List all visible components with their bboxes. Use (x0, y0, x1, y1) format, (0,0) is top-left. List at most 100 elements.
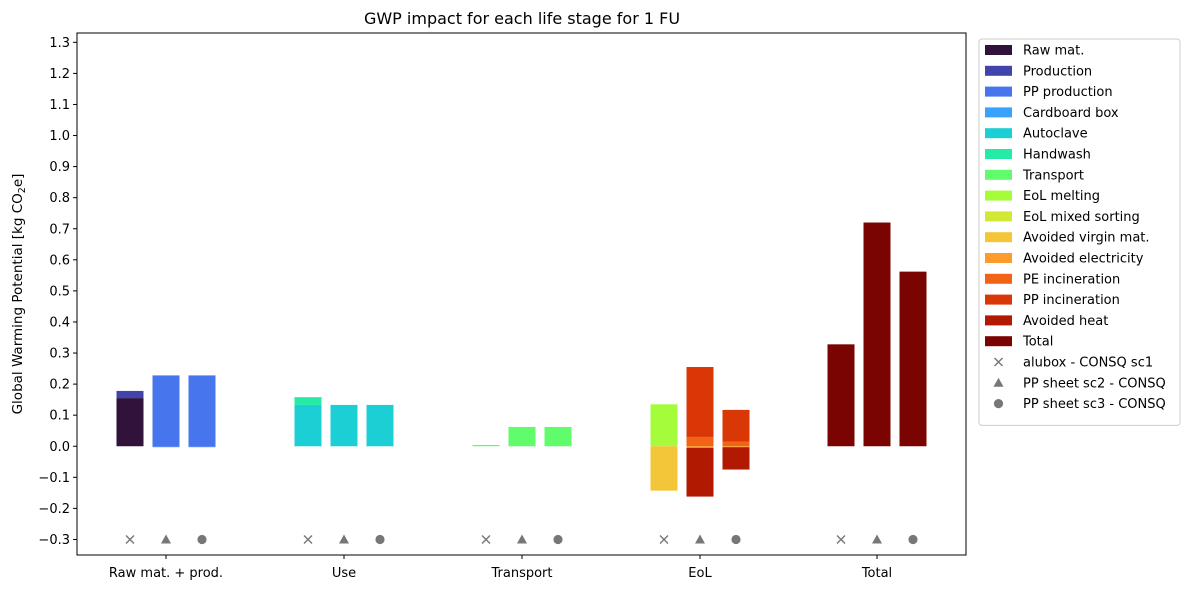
y-tick-label: 1.0 (49, 129, 70, 144)
bar-segment-pp-incineration (686, 367, 714, 437)
legend-swatch (985, 190, 1012, 201)
marker-x (303, 534, 313, 544)
bar-segment-autoclave (294, 404, 322, 447)
bar-segment-avoided-electricity (722, 446, 750, 448)
legend-swatch (985, 65, 1012, 76)
y-axis-label-subscript: 2 (17, 187, 28, 193)
legend-label: alubox - CONSQ sc1 (1023, 356, 1153, 371)
bar-segment-pp-production (188, 446, 216, 448)
legend-label: PE incineration (1023, 272, 1120, 287)
marker-circle (993, 399, 1004, 409)
bar-segment-autoclave (366, 404, 394, 447)
bar-segment-pp-production (188, 375, 216, 447)
bar-segment-total (899, 271, 927, 447)
marker-circle (908, 534, 918, 545)
legend-swatch (985, 232, 1012, 243)
y-tick-label: −0.2 (38, 502, 70, 517)
legend-swatch (985, 336, 1012, 347)
x-tick-label: Use (332, 566, 356, 581)
y-tick-label: 0.2 (49, 378, 70, 393)
y-tick-label: 0.3 (49, 347, 70, 362)
y-tick-label: 1.1 (49, 98, 70, 113)
x-tick-label: Raw mat. + prod. (109, 566, 223, 581)
marker-triangle (993, 377, 1004, 387)
legend-label: PP sheet sc2 - CONSQ (1023, 376, 1166, 391)
bar-segment-avoided-electricity (686, 446, 714, 448)
bar-segment-autoclave (330, 404, 358, 447)
marker-x (125, 534, 135, 544)
marker-x (659, 534, 669, 544)
legend-swatch (985, 294, 1012, 305)
marker-triangle (161, 534, 171, 544)
legend-swatch (985, 45, 1012, 55)
y-tick-label: 0.9 (49, 160, 70, 175)
legend-box (978, 38, 1181, 426)
y-tick-label: −0.1 (38, 471, 70, 486)
marker-triangle (872, 534, 882, 544)
y-tick-label: 0.5 (49, 284, 70, 299)
bar-segment-handwash (294, 397, 322, 405)
x-tick-label: Transport (490, 566, 552, 581)
legend-label: Autoclave (1023, 127, 1088, 142)
marker-circle (375, 534, 385, 545)
legend-label: Production (1023, 64, 1092, 79)
legend-label: Total (1022, 335, 1053, 350)
bar-segment-raw-mat (116, 398, 144, 447)
y-tick-label: −0.3 (38, 533, 70, 548)
x-tick-label: Total (861, 566, 892, 581)
legend-label: Avoided virgin mat. (1023, 231, 1150, 246)
marker-x (481, 534, 491, 544)
legend-swatch (985, 253, 1012, 263)
legend-label: Avoided electricity (1023, 252, 1144, 267)
bar-segment-pp-production (152, 375, 180, 447)
marker-circle (731, 534, 741, 545)
marker-x (836, 534, 846, 544)
legend-swatch (985, 273, 1012, 284)
legend-label: EoL mixed sorting (1023, 210, 1140, 225)
y-tick-label: 0.7 (49, 222, 70, 237)
legend-label: Transport (1022, 168, 1084, 183)
bar-segment-transport (472, 445, 500, 447)
bar-segment-pe-incineration (722, 441, 750, 447)
bar-segment-total (863, 222, 891, 447)
y-axis-label-end: e] (10, 174, 26, 188)
y-axis: −0.3 −0.2 −0.1 0.0 0.1 0.2 0.3 0.4 0.5 0.6 0.7 0.8 0… (38, 36, 77, 548)
legend-label: Handwash (1023, 148, 1091, 163)
y-tick-label: 0.4 (49, 315, 70, 330)
marker-x (994, 357, 1003, 367)
legend-label: PP incineration (1023, 293, 1120, 308)
bar-segment-pp-production (152, 446, 180, 448)
legend-label: PP production (1023, 85, 1113, 100)
x-tick-label: EoL (688, 566, 712, 581)
legend-label: EoL melting (1023, 189, 1100, 204)
bar-segment-transport (508, 426, 536, 447)
legend-swatch (985, 86, 1012, 97)
bar-segment-transport (544, 426, 572, 447)
marker-triangle (695, 534, 705, 544)
y-tick-label: 1.3 (49, 36, 70, 51)
bar-segment-pe-incineration (686, 436, 714, 447)
chart-title: GWP impact for each life stage for 1 FU (364, 9, 680, 28)
bar-segment-total (827, 344, 855, 447)
marker-circle (553, 534, 563, 545)
bar-segment-avoided-virgin-mat (650, 446, 678, 491)
legend-swatch (985, 169, 1012, 180)
bar-segment-avoided-heat (686, 447, 714, 497)
marker-triangle (339, 534, 349, 544)
y-tick-label: 1.2 (49, 67, 70, 82)
legend-swatch (985, 211, 1012, 222)
plot-area (116, 222, 927, 545)
legend-label: Raw mat. (1023, 44, 1084, 59)
marker-triangle (517, 534, 527, 544)
legend-swatch (985, 128, 1012, 139)
y-tick-label: 0.1 (49, 409, 70, 424)
y-axis-label-main: Global Warming Potential [kg CO (10, 193, 26, 414)
bar-segment-avoided-heat (722, 447, 750, 470)
bar-segment-production (116, 390, 144, 399)
legend-label: Avoided heat (1023, 314, 1108, 329)
y-tick-label: 0.8 (49, 191, 70, 206)
x-axis: Raw mat. + prod. Use Transport EoL Total (109, 555, 892, 581)
bar-segment-pp-incineration (722, 409, 750, 442)
legend: Raw mat. Production PP production Cardboard… (978, 38, 1181, 426)
